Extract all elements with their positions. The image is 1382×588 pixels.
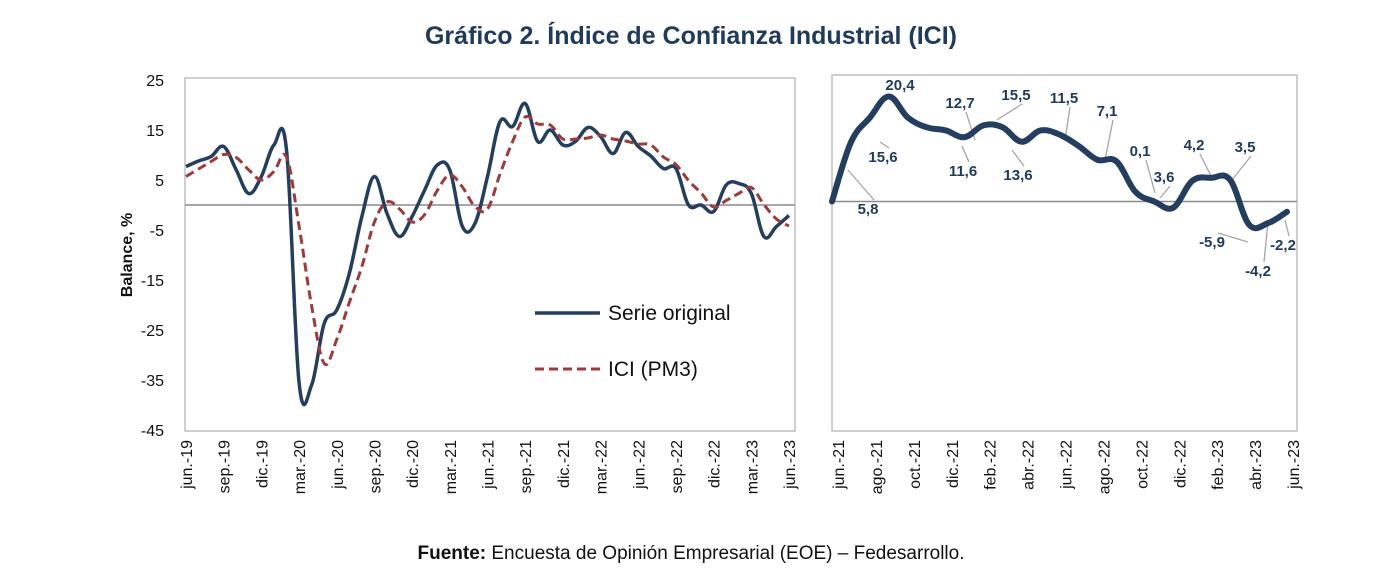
- data-label-leader: [1263, 221, 1269, 263]
- x-tick-label: jun.-21: [481, 440, 498, 490]
- x-tick-label: ago.-21: [869, 440, 886, 494]
- x-tick-label: abr.-23: [1248, 440, 1265, 490]
- data-label-leader: [996, 103, 1023, 121]
- data-label: 3,5: [1235, 139, 1256, 156]
- y-tick-label: -25: [141, 323, 164, 340]
- x-tick-label: sep.-20: [367, 440, 384, 493]
- chart-title: Gráfico 2. Índice de Confianza Industria…: [424, 22, 958, 50]
- x-tick-label: dic.-22: [1172, 440, 1189, 488]
- data-label: 0,1: [1130, 143, 1151, 160]
- x-tick-label: abr.-22: [1021, 440, 1038, 490]
- y-tick-label: 25: [146, 73, 164, 90]
- data-label: 3,6: [1154, 169, 1175, 186]
- x-tick-label: mar.-21: [443, 440, 460, 494]
- x-tick-label: sep.-19: [217, 440, 234, 493]
- x-tick-label: feb.-22: [983, 440, 1000, 490]
- legend-label-pm3: ICI (PM3): [608, 358, 698, 381]
- y-tick-label: 5: [155, 173, 164, 190]
- y-tick-label: -15: [141, 273, 164, 290]
- data-label-leader: [961, 145, 970, 163]
- data-label-leader: [1104, 119, 1114, 161]
- x-tick-label: jun.-23: [782, 440, 799, 490]
- x-tick-label: mar.-23: [744, 440, 761, 494]
- x-tick-label: mar.-20: [292, 440, 309, 494]
- series-line-original: [185, 101, 791, 407]
- data-label-leader: [1217, 232, 1249, 243]
- data-label-leader: [879, 141, 890, 149]
- x-tick-label: oct.-22: [1134, 440, 1151, 489]
- source-text: Encuesta de Opinión Empresarial (EOE) – …: [486, 543, 965, 564]
- data-label-leader: [847, 169, 875, 201]
- x-tick-label: oct.-21: [907, 440, 924, 489]
- data-label: 11,5: [1050, 90, 1078, 107]
- x-tick-label: dic.-21: [556, 440, 573, 488]
- x-tick-label: feb.-23: [1210, 440, 1227, 490]
- x-tick-label: dic.-22: [707, 440, 724, 488]
- data-label: 15,5: [1001, 87, 1030, 104]
- x-tick-label: jun.-22: [1059, 440, 1076, 490]
- data-label: -5,9: [1199, 234, 1225, 251]
- x-tick-label: jun.-23: [1286, 440, 1303, 490]
- source-note: Fuente: Encuesta de Opinión Empresarial …: [0, 543, 1382, 565]
- data-label: 12,7: [945, 95, 974, 112]
- x-tick-label: sep.-21: [518, 440, 535, 493]
- y-axis-label: Balance, %: [119, 213, 136, 297]
- y-tick-label: -5: [150, 223, 164, 240]
- x-tick-label: mar.-22: [594, 440, 611, 494]
- data-label: 13,6: [1003, 167, 1032, 184]
- data-label-leader: [1231, 155, 1252, 181]
- data-label: 20,4: [885, 77, 915, 94]
- data-label-leader: [1159, 185, 1171, 199]
- data-label-leader: [1145, 159, 1156, 194]
- legend-label-original: Serie original: [608, 302, 731, 325]
- left-plot-frame: [184, 77, 796, 432]
- data-label: -4,2: [1245, 263, 1271, 280]
- x-tick-label: dic.-20: [405, 440, 422, 488]
- data-label: 11,6: [949, 163, 977, 180]
- x-tick-label: dic.-19: [254, 440, 271, 488]
- data-label: 7,1: [1097, 103, 1118, 120]
- y-tick-label: -35: [141, 373, 164, 390]
- x-tick-label: jun.-20: [330, 440, 347, 490]
- x-tick-label: ago.-22: [1096, 440, 1113, 494]
- right-plot-frame: [831, 74, 1298, 432]
- x-tick-label: jun.-19: [179, 440, 196, 490]
- data-label: 4,2: [1184, 137, 1205, 154]
- x-tick-label: jun.-21: [831, 440, 848, 490]
- x-tick-label: sep.-22: [669, 440, 686, 493]
- data-label: 15,6: [868, 149, 897, 166]
- y-tick-label: -45: [141, 423, 164, 440]
- data-label-leader: [1284, 219, 1290, 237]
- x-tick-label: jun.-22: [631, 440, 648, 490]
- data-label: -2,2: [1270, 237, 1296, 254]
- series-line-pm3: [185, 114, 790, 367]
- source-label: Fuente:: [417, 543, 487, 564]
- data-label-leader: [1011, 149, 1025, 167]
- y-tick-label: 15: [146, 123, 164, 140]
- data-label: 5,8: [858, 201, 879, 218]
- series-line-right: [829, 93, 1290, 232]
- x-tick-label: dic.-21: [945, 440, 962, 488]
- data-label-leader: [1199, 153, 1213, 179]
